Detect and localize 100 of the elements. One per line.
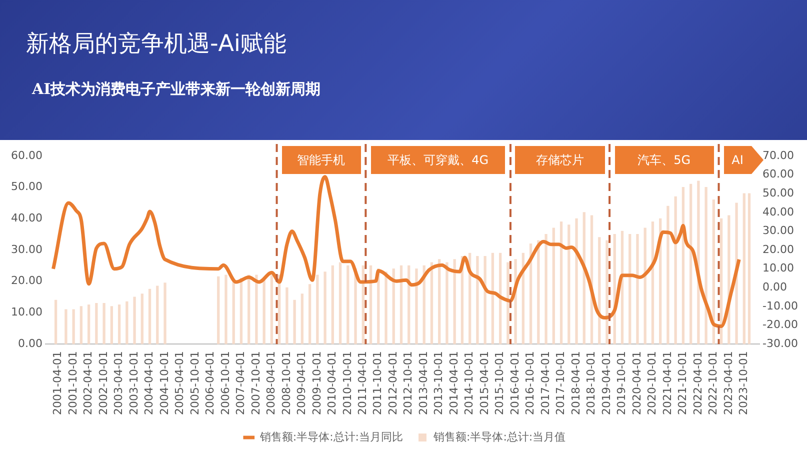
bar [704,187,708,344]
bar [148,288,152,344]
x-tick-label: 2016-10-01 [524,351,537,416]
bar [300,294,304,344]
x-tick-label: 2004-10-01 [158,351,171,416]
x-tick-label: 2015-04-01 [478,351,491,416]
bar [338,262,342,344]
bar [54,300,58,344]
y-tick-label: 20.00 [10,274,42,288]
x-tick-label: 2006-04-01 [204,351,217,416]
y-tick-label: 30.00 [10,242,42,256]
x-tick-label: 2022-10-01 [706,351,720,416]
x-tick-label: 2013-10-01 [432,351,446,416]
y2-tick-label: -20.00 [762,318,798,332]
x-tick-label: 2010-04-01 [326,351,339,416]
x-tick-label: 2002-04-01 [82,351,95,416]
x-tick-label: 2017-04-01 [538,351,552,416]
bar [324,272,326,344]
annotation: AI [732,152,744,169]
x-tick-label: 2018-10-01 [584,351,598,416]
bar [415,268,418,344]
bar [126,301,128,344]
line-series [52,174,741,328]
x-tick-label: 2005-04-01 [173,351,186,416]
bar [270,274,274,344]
bar [453,259,456,344]
legend-label: 销售额:半导体:总计:当月值 [432,430,566,444]
x-tick-label: 2021-04-01 [660,351,674,416]
bar [628,234,632,344]
x-tick-label: 2012-04-01 [386,351,400,416]
bar [316,274,319,344]
x-tick-label: 2003-10-01 [127,351,140,416]
bar [369,265,372,344]
y-tick-label: 10.00 [10,306,42,319]
y2-tick-label: 50.00 [762,186,794,200]
bar [438,259,441,344]
chart-subtitle: AI技术为消费电子产业带来新一轮创新周期 [32,80,321,99]
bar [742,193,746,344]
bar [544,234,548,344]
bar [156,286,159,344]
x-tick-label: 2001-04-01 [51,351,64,416]
y-tick-label: 40.00 [10,212,42,225]
bar [636,234,639,344]
bar [255,274,258,344]
x-tick-label: 2011-10-01 [371,351,384,416]
bar [331,265,334,344]
bar [232,281,235,344]
x-tick-label: 2001-10-01 [66,351,80,416]
y2-tick-label: 60.00 [762,168,794,181]
bar [720,218,723,344]
bar [384,272,388,344]
bar [72,309,75,344]
x-tick-label: 2012-10-01 [402,351,415,416]
x-tick-label: 2009-10-01 [310,351,324,416]
x-tick-label: 2009-04-01 [295,351,308,416]
x-tick-label: 2022-04-01 [691,351,704,416]
x-tick-label: 2019-04-01 [600,351,613,416]
x-tick-label: 2023-10-01 [737,351,750,416]
bar [712,200,716,344]
bar [491,252,494,344]
x-tick-label: 2017-10-01 [554,351,568,416]
annotation: 存储芯片 [536,152,584,169]
x-tick-label: 2019-10-01 [615,351,628,416]
bar [674,196,677,344]
bar [64,309,68,344]
bar [133,296,136,344]
y2-tick-label: 10.00 [762,262,794,275]
x-tick-label: 2020-04-01 [630,351,644,416]
bar [575,218,578,344]
y-tick-label: 0.00 [18,336,42,350]
x-tick-label: 2007-04-01 [234,351,248,416]
x-tick-label: 2020-10-01 [646,351,659,416]
bar [110,306,114,344]
x-tick-label: 2014-04-01 [447,351,460,416]
bar [552,228,555,344]
annotation: 智能手机 [297,152,346,169]
x-tick-label: 2008-04-01 [264,351,278,416]
bar [95,302,98,344]
x-tick-label: 2021-10-01 [676,351,690,416]
x-tick-label: 2008-10-01 [280,351,293,416]
y2-tick-label: 0.00 [762,280,788,294]
y2-tick-label: 20.00 [762,242,794,256]
y-tick-label: 60.00 [10,148,42,162]
x-tick-label: 2007-10-01 [249,351,262,416]
bar [484,256,486,344]
x-tick-label: 2023-04-01 [722,351,735,416]
bar [308,284,312,344]
bar [644,228,646,344]
bar [689,184,692,344]
x-tick-label: 2011-04-01 [356,351,370,416]
x-tick-label: 2003-04-01 [112,351,126,416]
y2-tick-label: 40.00 [762,205,794,218]
x-tick-label: 2005-10-01 [188,351,202,416]
bar [102,302,106,344]
bar [224,274,228,344]
bar [748,193,751,344]
legend-label: 销售额:半导体:总计:当月同比 [258,430,404,444]
bar [400,265,403,344]
annotation: 汽车、5G [638,152,691,169]
bar [293,300,296,344]
